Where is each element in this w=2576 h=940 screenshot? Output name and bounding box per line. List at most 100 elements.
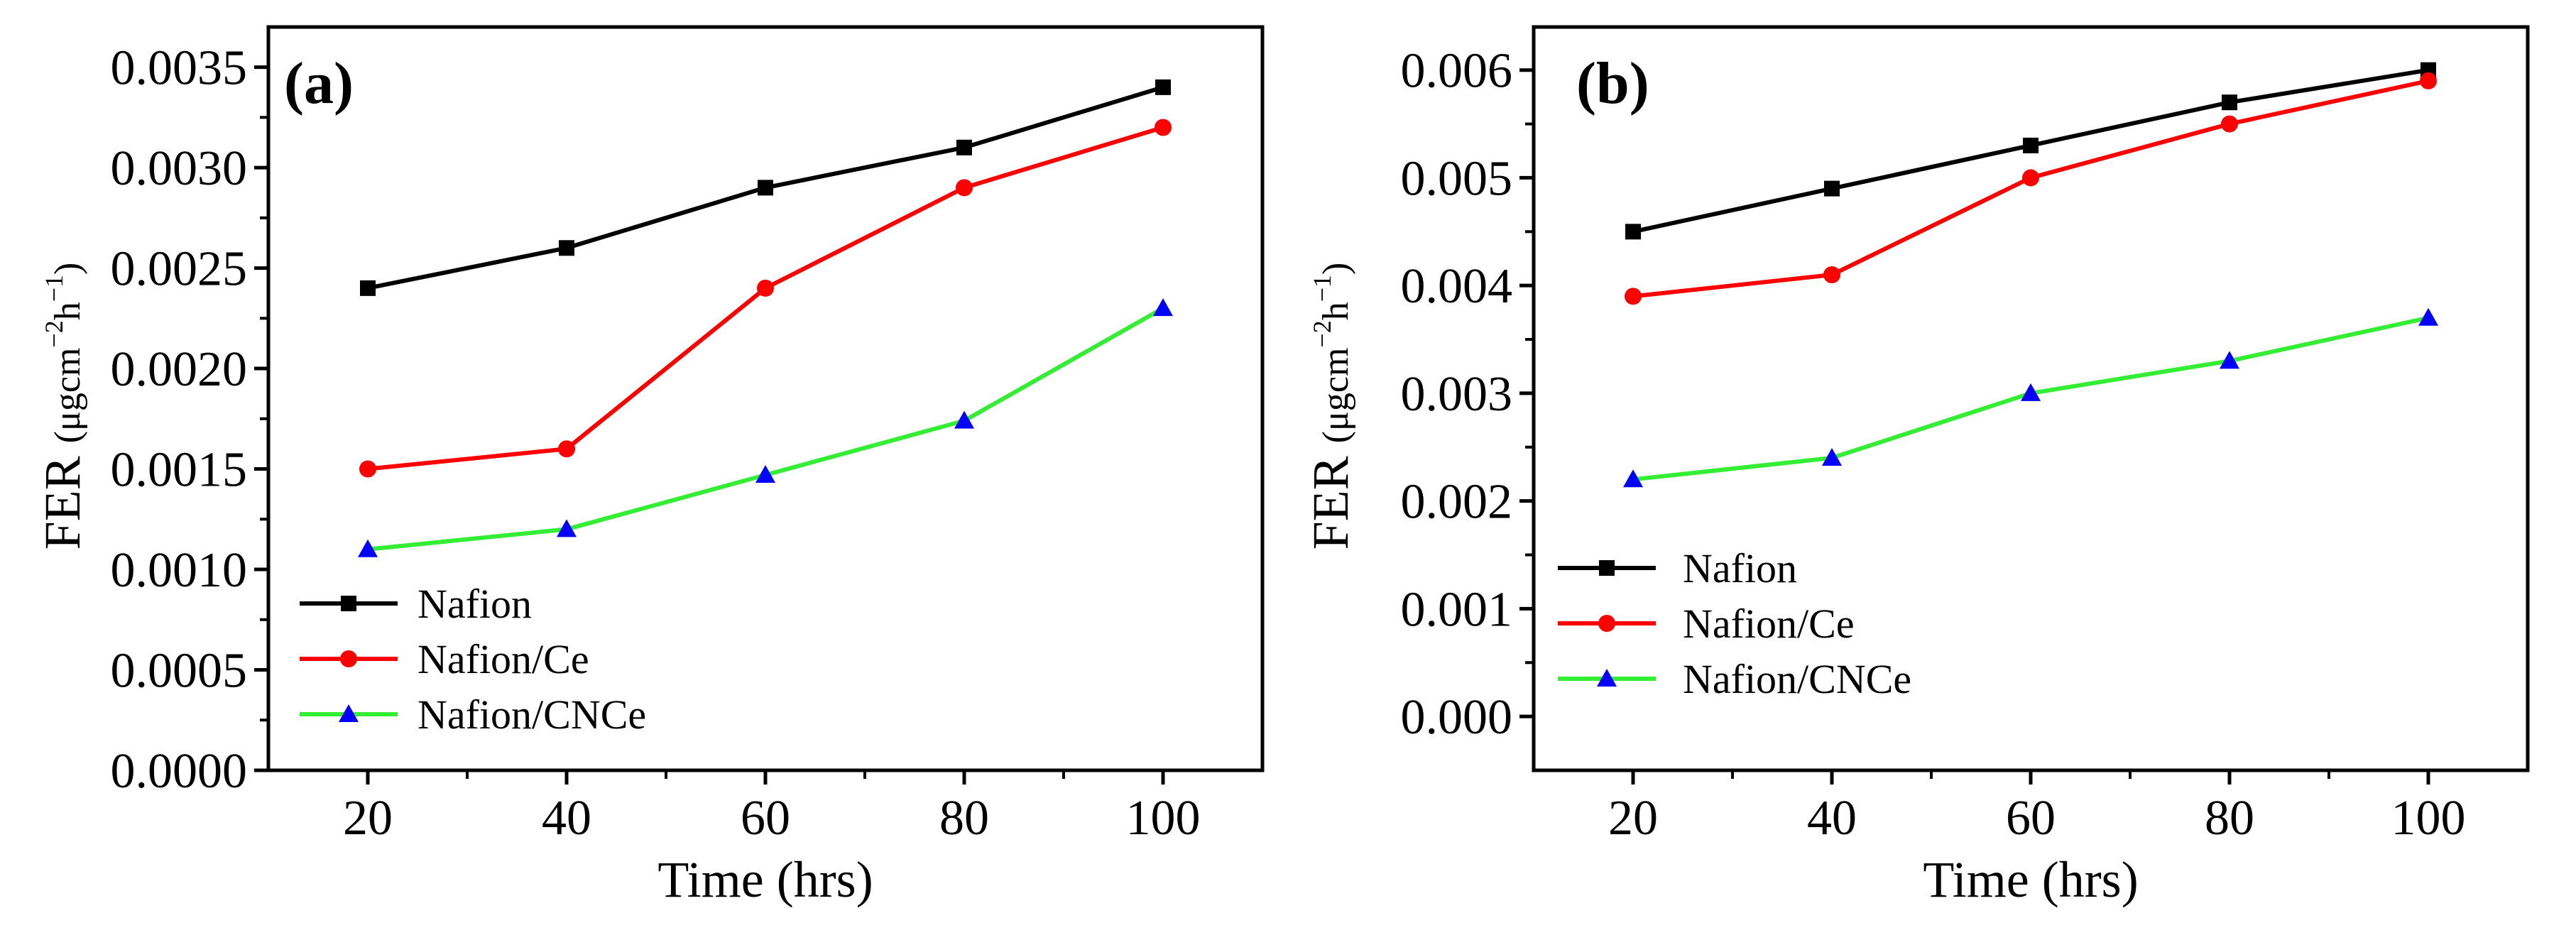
- y-axis-label-part: (μgcm: [48, 348, 88, 444]
- legend-marker: [1598, 615, 1615, 632]
- legend-marker: [1597, 669, 1617, 687]
- data-point: [757, 279, 774, 297]
- data-point: [1623, 469, 1643, 488]
- x-tick-label: 20: [1608, 791, 1658, 846]
- series-line: [367, 125, 1164, 471]
- data-point: [1155, 79, 1171, 95]
- y-axis-label-part: ): [1316, 263, 1356, 275]
- series-nafion-ce: [359, 119, 1172, 478]
- y-axis-label-part: −1: [1308, 275, 1336, 302]
- y-axis-label: FER (μgcm−2h−1): [1302, 263, 1359, 550]
- y-tick-label: 0.003: [1401, 367, 1513, 422]
- x-axis-label: Time (hrs): [657, 851, 873, 908]
- panel-b: 20 40 60 80 100 0.000 0.001 0.002 0.003 0.004 0.00…: [1302, 25, 2530, 908]
- x-tick-label: 60: [2006, 791, 2056, 846]
- data-point: [1153, 298, 1173, 317]
- data-point: [1625, 288, 1642, 305]
- data-point: [2222, 94, 2237, 111]
- data-point: [755, 465, 775, 483]
- data-point: [358, 539, 378, 557]
- series-nafion-cnce: [358, 298, 1173, 557]
- legend-entry: Nafion: [1558, 545, 1797, 591]
- data-point: [1823, 266, 1840, 283]
- data-point: [2420, 72, 2437, 89]
- panel-label: (b): [1576, 50, 1649, 116]
- legend-label: Nafion/CNCe: [1683, 656, 1911, 702]
- data-point: [2418, 307, 2438, 326]
- series-line: [367, 306, 1164, 552]
- legend-label: Nafion/Ce: [1683, 601, 1855, 647]
- data-point: [1155, 119, 1172, 136]
- data-point: [2221, 115, 2238, 133]
- data-point: [2220, 351, 2239, 369]
- data-point: [1625, 224, 1641, 240]
- series-nafion: [1625, 62, 2436, 240]
- x-tick-label: 60: [741, 791, 790, 846]
- legend-entry: Nafion/Ce: [1558, 601, 1855, 647]
- y-tick-label: 0.002: [1401, 475, 1513, 530]
- y-tick-label: 0.0015: [111, 443, 248, 498]
- x-tick-label: 20: [343, 791, 393, 846]
- legend-entry: Nafion/CNCe: [300, 692, 646, 738]
- data-point: [954, 410, 974, 429]
- y-tick-label: 0.0010: [111, 543, 248, 598]
- series-line: [1632, 78, 2429, 299]
- legend-marker: [341, 596, 356, 611]
- legend-label: Nafion/CNCe: [417, 692, 646, 738]
- series-nafion-cnce: [1623, 307, 2438, 488]
- data-point: [1822, 447, 1842, 466]
- series-nafion-ce: [1625, 72, 2437, 305]
- y-tick-label: 0.0005: [111, 644, 248, 699]
- y-axis-label-part: h: [1316, 302, 1356, 320]
- data-point: [2022, 169, 2039, 187]
- y-axis-label-part: FER: [34, 443, 91, 550]
- data-point: [359, 460, 376, 478]
- y-axis-label-part: h: [48, 302, 88, 320]
- data-point: [558, 440, 575, 458]
- y-axis-label-part: ): [48, 263, 88, 275]
- legend-label: Nafion: [417, 581, 532, 627]
- data-point: [557, 519, 577, 537]
- legend-entry: Nafion/Ce: [300, 636, 589, 682]
- y-tick-label: 0.0030: [111, 141, 248, 196]
- x-tick-label: 100: [1126, 791, 1201, 846]
- legend-marker: [340, 650, 357, 667]
- x-tick-label: 100: [2391, 791, 2466, 846]
- y-axis-label-part: −2: [1308, 320, 1336, 347]
- y-axis-label-part: FER: [1302, 443, 1359, 550]
- panel-label: (a): [284, 50, 354, 116]
- y-axis-label-part: −1: [40, 275, 68, 302]
- series-nafion: [360, 79, 1171, 296]
- y-axis-label-part: −2: [40, 320, 68, 347]
- data-point: [1824, 180, 1840, 197]
- y-tick-label: 0.005: [1401, 151, 1513, 206]
- legend-marker: [1599, 560, 1615, 576]
- data-point: [956, 179, 973, 197]
- y-tick-label: 0.0025: [111, 242, 248, 297]
- y-tick-label: 0.001: [1401, 582, 1513, 637]
- x-tick-label: 80: [2205, 791, 2254, 846]
- y-axis-label: FER (μgcm−2h−1): [34, 263, 91, 550]
- data-point: [360, 280, 376, 296]
- x-axis-label: Time (hrs): [1923, 851, 2138, 908]
- legend-entry: Nafion: [300, 581, 532, 627]
- x-tick-label: 40: [542, 791, 591, 846]
- legend-entry: Nafion/CNCe: [1558, 656, 1911, 702]
- data-point: [2023, 137, 2039, 153]
- legend-marker: [339, 704, 359, 722]
- data-point: [758, 180, 773, 196]
- y-tick-label: 0.0000: [111, 744, 248, 799]
- y-tick-label: 0.006: [1401, 44, 1513, 99]
- y-tick-label: 0.0035: [111, 41, 248, 96]
- panel-a: 20 40 60 80 100 0.0000 0.0005 0.0010 0.0015 0.002…: [34, 25, 1265, 908]
- legend-label: Nafion/Ce: [417, 636, 589, 682]
- data-point: [2021, 383, 2041, 401]
- y-tick-label: 0.000: [1401, 690, 1513, 745]
- y-tick-label: 0.0020: [111, 342, 248, 397]
- x-tick-label: 80: [939, 791, 989, 846]
- y-axis-label-part: (μgcm: [1316, 348, 1356, 444]
- y-tick-label: 0.004: [1401, 259, 1513, 314]
- data-point: [559, 240, 574, 256]
- x-tick-label: 40: [1807, 791, 1857, 846]
